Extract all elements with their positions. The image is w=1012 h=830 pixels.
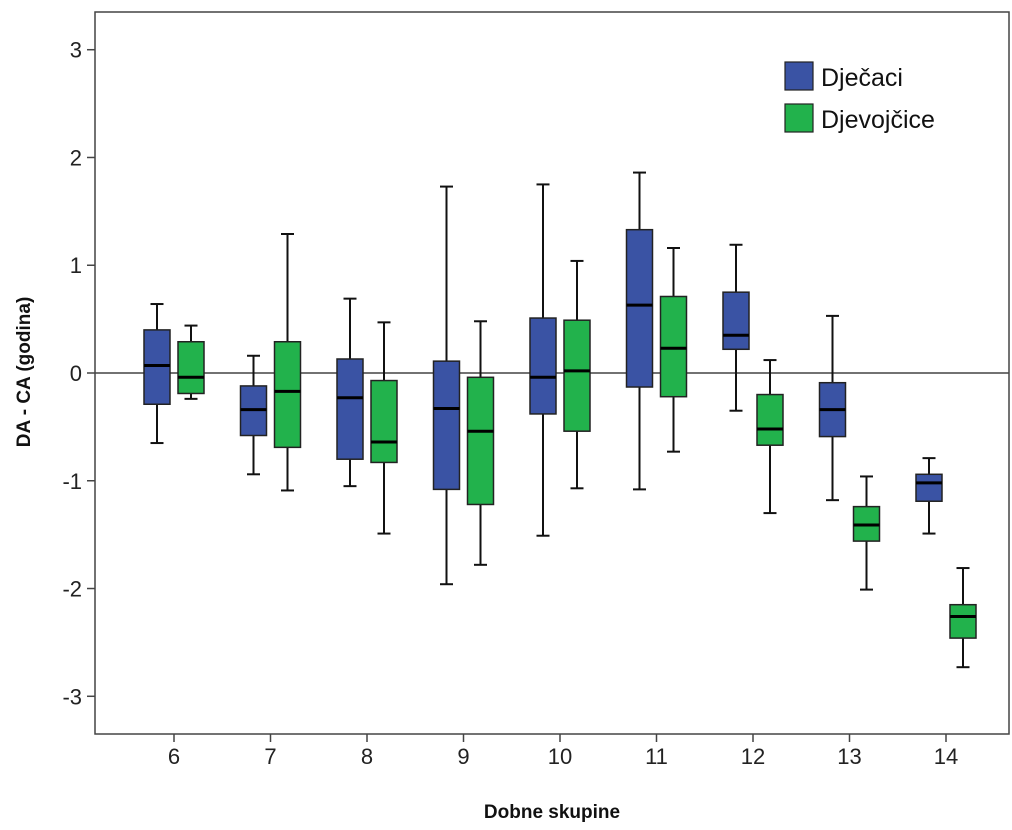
box-iqr	[756, 393, 784, 446]
box-8-djevojcice	[370, 321, 398, 535]
legend-swatch-djecaci	[784, 61, 814, 91]
box-13-djecaci	[818, 314, 847, 502]
box-11-djecaci	[625, 171, 654, 491]
box-9-djevojcice	[466, 320, 495, 566]
legend-swatch-djevojcice	[784, 103, 814, 133]
y-tick-label: 2	[70, 145, 82, 170]
box-iqr	[659, 295, 688, 398]
box-iqr	[529, 317, 557, 415]
box-9-djecaci	[432, 185, 461, 586]
box-iqr	[625, 228, 654, 388]
x-tick-label: 12	[741, 744, 765, 769]
box-14-djevojcice	[949, 567, 977, 669]
x-tick-label: 7	[264, 744, 276, 769]
box-12-djevojcice	[756, 359, 784, 515]
box-iqr	[432, 360, 461, 491]
x-tick-label: 10	[548, 744, 572, 769]
x-tick-label: 9	[457, 744, 469, 769]
box-iqr	[563, 319, 591, 432]
box-iqr	[370, 379, 398, 464]
box-iqr	[336, 358, 364, 460]
box-6-djevojcice	[177, 324, 205, 400]
box-11-djevojcice	[659, 246, 688, 453]
box-7-djecaci	[239, 354, 268, 476]
box-12-djecaci	[722, 243, 750, 412]
x-tick-label: 6	[168, 744, 180, 769]
x-axis: 6 7 8 9 10 11 12 13 14	[168, 734, 958, 769]
legend: Dječaci Djevojčice	[784, 61, 935, 134]
box-iqr	[466, 376, 495, 506]
x-tick-label: 14	[934, 744, 958, 769]
box-series	[143, 171, 977, 669]
y-axis: 3 2 1 0 -1 -2 -3	[62, 38, 95, 709]
box-14-djecaci	[915, 457, 943, 535]
box-iqr	[722, 291, 750, 351]
x-tick-label: 13	[837, 744, 861, 769]
box-iqr	[949, 603, 977, 639]
box-8-djecaci	[336, 297, 364, 488]
box-6-djecaci	[143, 303, 171, 445]
legend-label-djevojcice: Djevojčice	[821, 106, 935, 134]
legend-label-djecaci: Dječaci	[821, 64, 903, 92]
y-tick-label: -3	[62, 684, 82, 709]
x-axis-title: Dobne skupine	[484, 802, 620, 823]
y-tick-label: 0	[70, 361, 82, 386]
y-tick-label: 1	[70, 253, 82, 278]
box-iqr	[143, 329, 171, 406]
box-10-djecaci	[529, 183, 557, 537]
y-axis-title: DA - CA (godina)	[14, 297, 35, 448]
box-13-djevojcice	[852, 475, 881, 591]
y-tick-label: -1	[62, 469, 82, 494]
y-tick-label: 3	[70, 38, 82, 63]
x-tick-label: 11	[645, 744, 668, 769]
box-10-djevojcice	[563, 259, 591, 490]
y-tick-label: -2	[62, 577, 82, 602]
box-iqr	[273, 340, 302, 449]
box-7-djevojcice	[273, 232, 302, 492]
x-tick-label: 8	[361, 744, 373, 769]
box-iqr	[177, 340, 205, 395]
box-iqr	[915, 473, 943, 502]
